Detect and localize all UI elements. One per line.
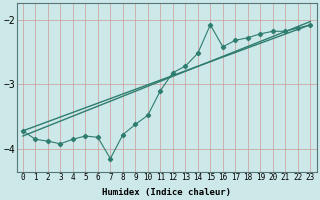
- X-axis label: Humidex (Indice chaleur): Humidex (Indice chaleur): [102, 188, 231, 197]
